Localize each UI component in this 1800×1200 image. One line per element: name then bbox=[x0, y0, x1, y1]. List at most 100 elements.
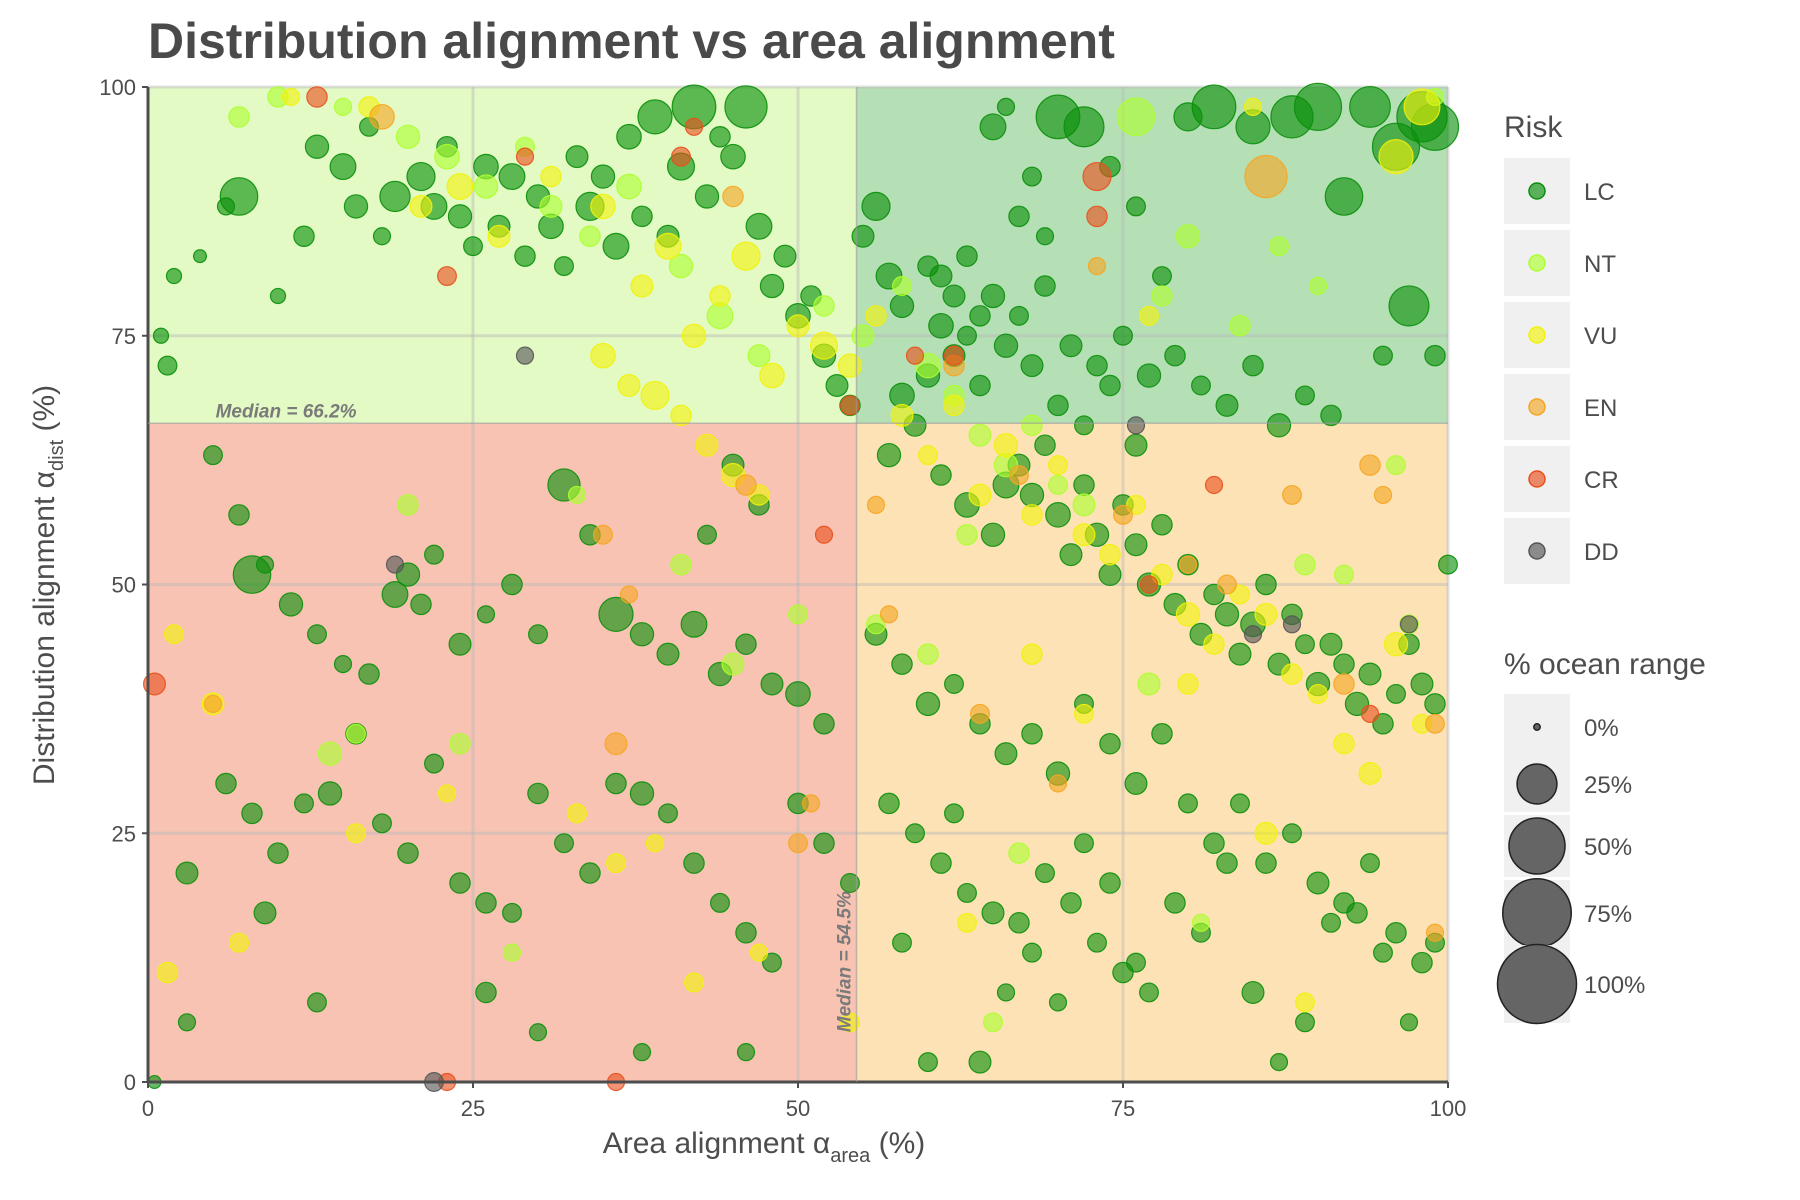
data-point-nt bbox=[866, 614, 886, 635]
data-point-lc bbox=[269, 287, 287, 305]
data-point-vu bbox=[640, 380, 670, 411]
data-point-vu bbox=[1151, 563, 1173, 586]
data-point-lc bbox=[631, 205, 653, 228]
data-point-lc bbox=[1269, 1053, 1289, 1072]
data-point-lc bbox=[605, 772, 627, 795]
data-point-lc bbox=[253, 901, 277, 925]
data-point-lc bbox=[1098, 563, 1122, 587]
data-point-cr bbox=[306, 86, 328, 108]
data-point-lc bbox=[1022, 942, 1042, 963]
data-point-lc bbox=[449, 872, 471, 894]
size-swatch bbox=[1516, 763, 1558, 805]
legend-label: DD bbox=[1584, 539, 1619, 566]
data-point-nt bbox=[813, 295, 835, 317]
data-point-lc bbox=[358, 663, 380, 685]
data-point-lc bbox=[683, 852, 705, 874]
axes-layer: 0 25 50 75 100 0 25 50 75 100 bbox=[99, 75, 1466, 1121]
quadrant-layer bbox=[148, 87, 1448, 1082]
data-point-en bbox=[866, 495, 886, 514]
data-point-vu bbox=[409, 194, 433, 218]
data-point-lc bbox=[1388, 285, 1430, 327]
data-point-lc bbox=[1009, 305, 1029, 326]
data-point-nt bbox=[956, 523, 978, 546]
data-point-lc bbox=[889, 293, 915, 319]
data-point-lc bbox=[637, 99, 673, 135]
data-point-lc bbox=[1099, 374, 1121, 397]
data-point-lc bbox=[710, 892, 730, 913]
data-point-lc bbox=[813, 832, 835, 854]
data-point-lc bbox=[1411, 951, 1433, 974]
data-point-nt bbox=[917, 643, 939, 665]
data-point-lc bbox=[1047, 394, 1069, 417]
x-axis-title-suffix: (%) bbox=[870, 1127, 925, 1160]
size-swatch bbox=[1508, 817, 1566, 875]
legend-swatch bbox=[1528, 326, 1546, 344]
y-tick-label: 75 bbox=[112, 324, 136, 349]
data-point-lc bbox=[1372, 713, 1394, 735]
data-point-lc bbox=[785, 681, 811, 707]
data-point-vu bbox=[837, 353, 863, 378]
data-point-lc bbox=[1152, 266, 1172, 287]
data-point-lc bbox=[228, 504, 250, 526]
data-point-lc bbox=[629, 622, 655, 647]
data-point-lc bbox=[969, 374, 991, 397]
data-point-lc bbox=[219, 177, 259, 216]
data-point-vu bbox=[590, 342, 616, 369]
y-axis-title-subscript: dist bbox=[46, 439, 68, 471]
median-y-label: Median = 66.2% bbox=[216, 401, 357, 422]
data-point-nt bbox=[579, 225, 601, 248]
data-point-vu bbox=[759, 362, 785, 389]
data-point-lc bbox=[1124, 533, 1148, 557]
data-point-lc bbox=[1126, 952, 1146, 973]
data-point-lc bbox=[1151, 722, 1173, 745]
data-point-cr bbox=[437, 266, 457, 287]
data-point-lc bbox=[929, 264, 953, 288]
data-point-vu bbox=[840, 1012, 860, 1033]
data-point-vu bbox=[446, 173, 474, 200]
data-point-lc bbox=[1360, 853, 1380, 874]
legend-label: 0% bbox=[1584, 715, 1619, 742]
data-point-lc bbox=[905, 823, 925, 844]
data-point-nt bbox=[1191, 913, 1211, 932]
data-point-nt bbox=[616, 173, 642, 200]
data-point-nt bbox=[434, 143, 460, 170]
data-point-vu bbox=[1074, 703, 1094, 724]
data-point-lc bbox=[892, 932, 912, 953]
data-point-cr bbox=[515, 147, 535, 166]
data-point-lc bbox=[1349, 85, 1391, 128]
data-point-lc bbox=[930, 464, 952, 486]
data-point-lc bbox=[1295, 385, 1315, 406]
data-point-vu bbox=[786, 314, 810, 338]
data-point-vu bbox=[1295, 992, 1315, 1013]
data-point-cr bbox=[1360, 704, 1380, 723]
data-point-lc bbox=[372, 813, 392, 834]
size-legend-items: 0% 25% 50% 75% 100% bbox=[1496, 694, 1645, 1025]
data-point-lc bbox=[956, 245, 978, 267]
data-point-lc bbox=[1045, 502, 1071, 528]
size-legend-item-75: 75% bbox=[1502, 878, 1632, 948]
data-point-vu bbox=[1383, 632, 1409, 657]
legend-label: EN bbox=[1584, 395, 1617, 422]
data-point-lc bbox=[307, 624, 327, 645]
data-point-en bbox=[203, 694, 223, 713]
data-point-nt bbox=[502, 943, 522, 962]
data-point-lc bbox=[1295, 1012, 1315, 1033]
data-point-lc bbox=[1321, 912, 1341, 933]
data-point-lc bbox=[735, 633, 757, 655]
data-point-lc bbox=[697, 524, 717, 545]
data-point-cr bbox=[840, 395, 860, 416]
data-point-lc bbox=[1035, 863, 1055, 884]
risk-legend-item-dd: DD bbox=[1504, 518, 1619, 584]
data-point-vu bbox=[1203, 633, 1225, 655]
data-point-lc bbox=[825, 374, 849, 397]
data-point-lc bbox=[424, 544, 444, 565]
data-point-vu bbox=[749, 943, 769, 962]
data-point-dd bbox=[1399, 615, 1419, 634]
data-point-cr bbox=[1082, 161, 1112, 192]
data-point-lc bbox=[720, 143, 746, 170]
y-axis-title-suffix: (%) bbox=[28, 385, 61, 440]
data-point-lc bbox=[773, 244, 797, 268]
data-point-lc bbox=[980, 283, 1006, 309]
y-tick-label: 25 bbox=[112, 821, 136, 846]
